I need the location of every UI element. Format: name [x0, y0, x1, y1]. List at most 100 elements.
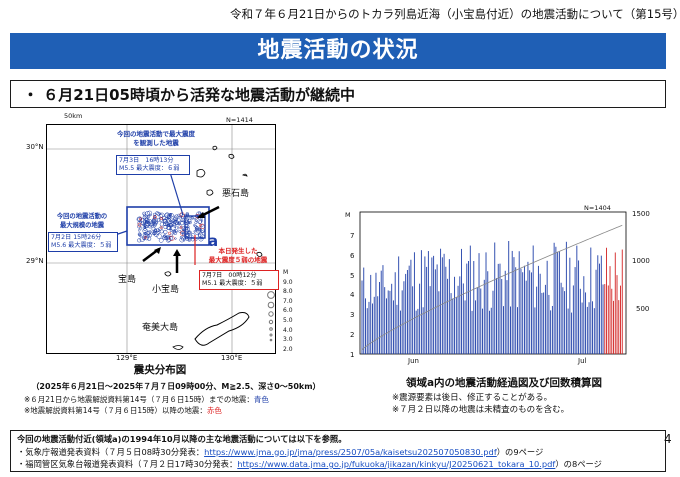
- reference-text: ・気象庁報道発表資料（７月５日08時30分発表：: [17, 446, 205, 457]
- epicenter-dot: [169, 219, 172, 222]
- epicenter-dot: [142, 223, 145, 226]
- epicenter-dot: [169, 235, 175, 241]
- epicenter-dot: [159, 226, 163, 230]
- amami-label: 奄美大島: [142, 323, 179, 333]
- reference-link-2[interactable]: https://www.data.jma.go.jp/fukuoka/jikaz…: [237, 459, 556, 469]
- chart-m-label: M: [345, 211, 351, 219]
- epicenter-dot: [193, 217, 197, 221]
- x-label-jul: Jul: [578, 357, 587, 365]
- epicenter-dot: [185, 233, 191, 238]
- epicenter-dot: [142, 211, 147, 216]
- epicenter-dot: [169, 213, 174, 218]
- epicenter-dot: [195, 228, 202, 234]
- epicenter-dot: [163, 234, 167, 238]
- epicenter-dot: [171, 230, 176, 234]
- epicenter-dot: [180, 231, 183, 234]
- epicenter-dot: [151, 226, 156, 231]
- kodakara-label: 小宝島: [152, 285, 180, 295]
- epicenter-dot: [185, 212, 189, 216]
- epicenter-dot: [173, 225, 177, 228]
- epicenter-dot: [195, 219, 198, 222]
- epicenter-dot: [142, 235, 147, 240]
- epicenter-dot: [179, 226, 183, 229]
- epicenter-dot: [139, 236, 145, 242]
- akuseki-label: 悪石島: [222, 189, 250, 199]
- epicenter-dot: [142, 232, 148, 238]
- epicenter-dot: [138, 234, 142, 237]
- m-tick: 8.0: [283, 288, 293, 296]
- callout-line: M5.6 最大震度：５弱: [51, 242, 112, 249]
- epicenter-dot: [183, 217, 189, 224]
- y-tick: 5: [350, 271, 355, 280]
- chart-svg: [359, 211, 627, 355]
- map-count: N=1414: [226, 116, 253, 124]
- max-intensity-heading: 今回の地震活動で最大震度 を観測した地震: [96, 130, 216, 147]
- epicenter-dot: [142, 215, 147, 220]
- callout-line: M5.5 最大震度：６弱: [119, 165, 180, 172]
- reference-line-1: ・気象庁報道発表資料（７月５日08時30分発表：https://www.jma.…: [17, 446, 659, 459]
- epicenter-dot: [200, 219, 204, 222]
- epicenter-dot: [138, 233, 142, 237]
- epicenter-dot: [162, 235, 167, 240]
- right-tick-1500: 1500: [632, 210, 650, 218]
- reference-line-2: ・福岡管区気象台報道発表資料（７月２日17時30分発表：https://www.…: [17, 458, 659, 471]
- y-tick: 2: [350, 330, 355, 339]
- magnitude-ticks: M 9.0 8.0 7.0 6.0 5.0 4.0 3.0 2.0: [283, 268, 295, 354]
- note-text: ※６月21日から地震解説資料第14号（７月６日15時）までの地震：: [24, 395, 254, 404]
- m-tick: 3.0: [283, 336, 293, 344]
- epicenter-dot: [166, 237, 172, 242]
- epicenter-dot: [137, 221, 142, 226]
- y-tick: 4: [350, 291, 355, 300]
- chart-count: N=1404: [584, 204, 611, 212]
- epicenter-dot: [180, 219, 184, 223]
- y-tick: 7: [350, 232, 355, 240]
- epicenter-dot: [186, 225, 190, 229]
- epicenter-dot: [158, 238, 164, 243]
- epicenter-dot: [137, 222, 142, 227]
- m-tick: 6.0: [283, 307, 293, 315]
- y-tick: 6: [350, 251, 355, 260]
- chart-note: ※震源要素は後日、修正することがある。: [392, 393, 553, 403]
- epicenter-dot: [154, 229, 157, 232]
- epicenter-dot: [138, 229, 141, 232]
- chart-notes: ※震源要素は後日、修正することがある。 ※７月２日以降の地震は未精査のものを含む…: [392, 392, 672, 416]
- chart-note: ※７月２日以降の地震は未精査のものを含む。: [392, 405, 570, 415]
- epicenter-dot: [162, 218, 167, 223]
- epicenter-dot: [180, 237, 184, 241]
- lat-29-label: 29°N: [26, 257, 44, 265]
- epicenter-dot: [183, 239, 186, 242]
- lon-129-label: 129°E: [116, 354, 138, 362]
- epicenter-dot: [148, 230, 152, 234]
- map-note-blue: ※６月21日から地震解説資料第14号（７月６日15時）までの地震：青色: [24, 394, 344, 405]
- epicenter-dot: [169, 233, 174, 238]
- epicenter-dot: [159, 222, 164, 227]
- epicenter-dot: [191, 216, 194, 219]
- m-tick: 4.0: [283, 326, 293, 334]
- today-heading: 本日発生した 最大震度５弱の地震: [198, 247, 278, 264]
- epicenter-dot: [186, 221, 190, 225]
- epicenter-dot: [200, 224, 204, 227]
- right-tick-1000: 1000: [632, 257, 650, 265]
- epicenter-dot: [174, 214, 179, 219]
- epicenter-dot: [193, 230, 196, 233]
- epicenter-dot: [159, 212, 162, 215]
- y-tick: 1: [350, 350, 355, 359]
- callout-line: 7月7日 00時12分: [202, 272, 257, 279]
- note-text: ※地震解説資料第14号（７月６日15時）以降の地震：: [24, 406, 207, 415]
- reference-link-1[interactable]: https://www.jma.go.jp/jma/press/2507/05a…: [204, 446, 497, 457]
- epicenter-dot: [201, 230, 204, 233]
- section-banner: 地震活動の状況: [10, 33, 666, 69]
- x-label-jun: Jun: [408, 357, 419, 365]
- epicenter-dot: [167, 223, 171, 227]
- headline-bullet: ・ ６月21日05時頃から活発な地震活動が継続中: [10, 80, 666, 108]
- epicenter-dot: [143, 227, 147, 232]
- epicenter-dot: [181, 228, 185, 231]
- m-tick: 9.0: [283, 278, 293, 286]
- m-label: M: [283, 269, 289, 276]
- m-tick: 5.0: [283, 316, 293, 324]
- max-intensity-callout: 7月3日 16時13分 M5.5 最大震度：６弱: [116, 155, 190, 175]
- epicenter-dot: [166, 218, 172, 224]
- epicenter-dot: [187, 230, 192, 236]
- epicenter-dot: [167, 231, 171, 235]
- epicenter-dot: [149, 213, 152, 217]
